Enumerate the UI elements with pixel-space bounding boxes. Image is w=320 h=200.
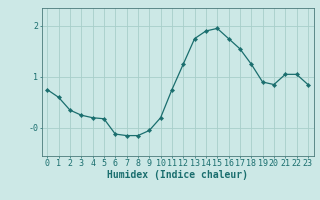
X-axis label: Humidex (Indice chaleur): Humidex (Indice chaleur) xyxy=(107,170,248,180)
